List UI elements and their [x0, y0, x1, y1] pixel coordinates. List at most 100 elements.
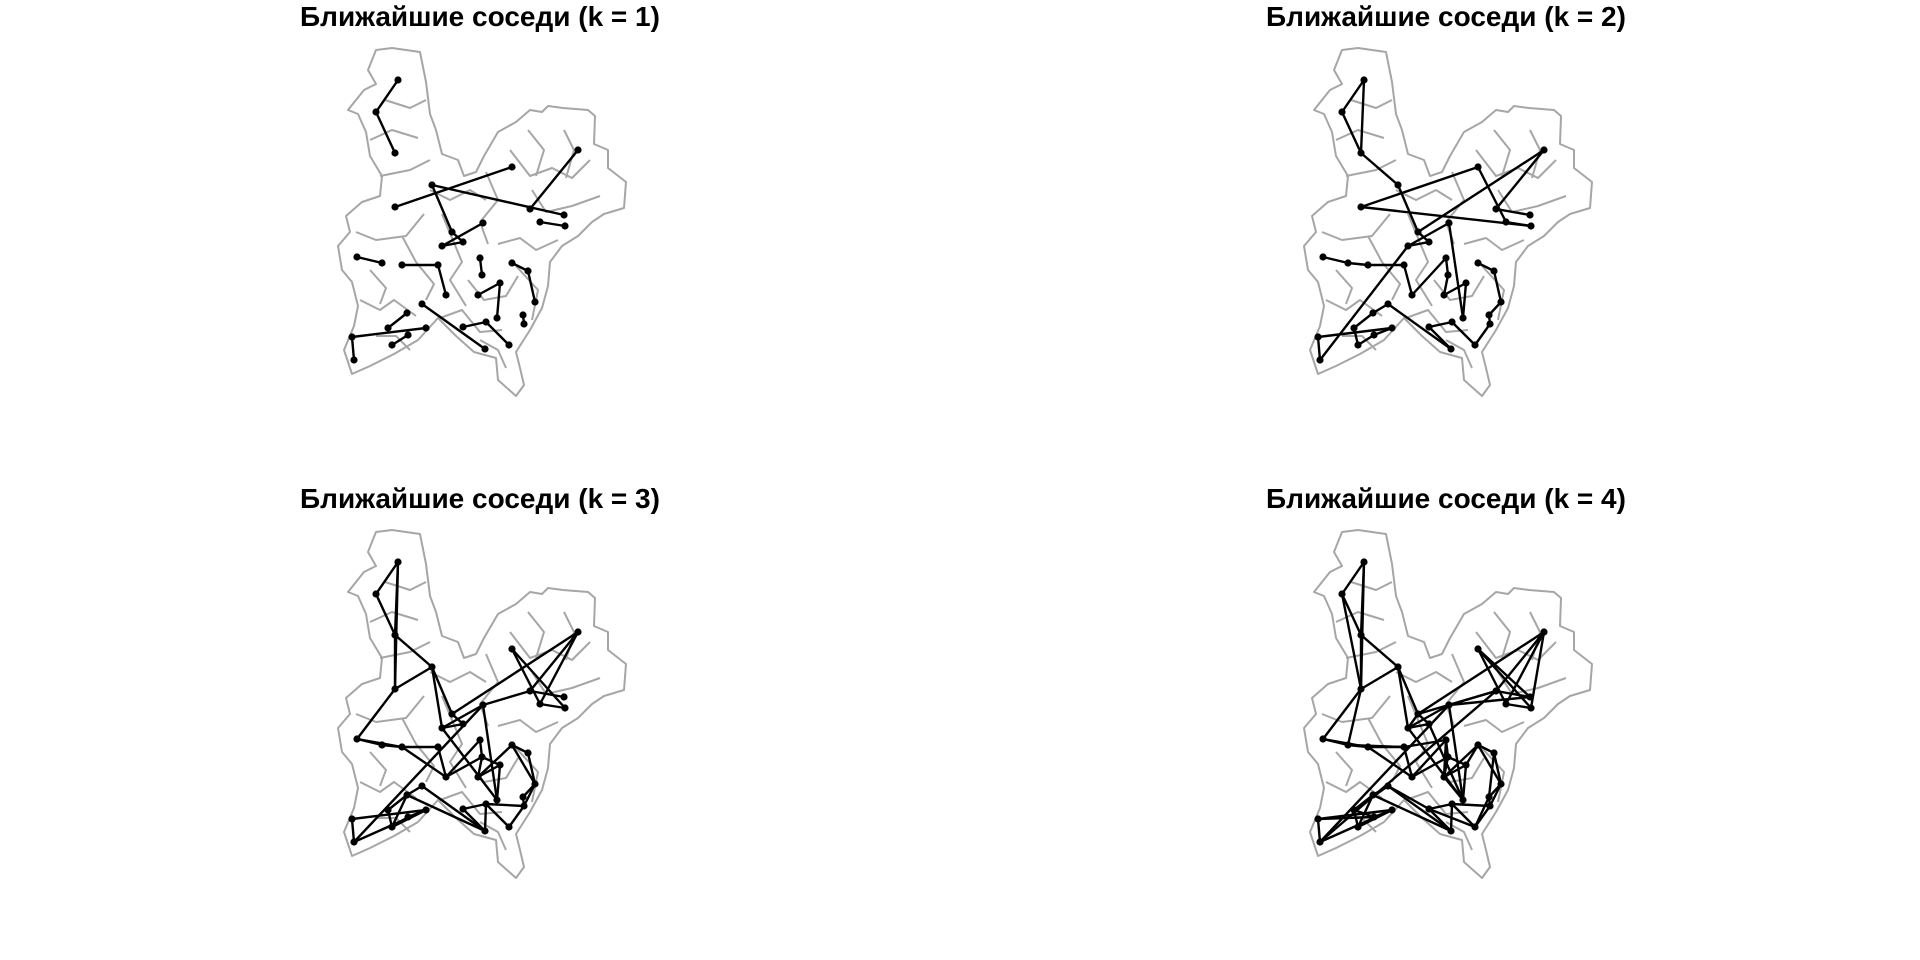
neighbor-edge — [1410, 755, 1450, 779]
neighbor-edge — [1396, 665, 1420, 716]
centroid-node — [1370, 813, 1378, 821]
neighbor-edge — [1447, 689, 1498, 707]
neighbor-edge — [386, 311, 409, 330]
region-outline — [337, 529, 627, 879]
centroid-node — [1354, 823, 1362, 831]
neighbor-map — [337, 529, 627, 879]
neighbor-edge — [1416, 630, 1546, 716]
centroid-node — [1357, 685, 1365, 693]
region-border — [355, 213, 425, 241]
neighbor-edge — [1406, 703, 1451, 730]
region-border — [1335, 129, 1385, 141]
neighbor-edge — [1402, 263, 1414, 297]
neighbor-edge — [1356, 793, 1375, 829]
neighbor-edge — [1450, 320, 1477, 347]
region-border — [527, 129, 545, 177]
neighbor-edge — [1340, 592, 1363, 691]
centroid-node — [476, 736, 484, 744]
centroid-node — [1486, 320, 1494, 328]
centroid-node — [428, 663, 436, 671]
centroid-node — [560, 211, 568, 219]
neighbor-edge — [350, 808, 428, 821]
centroid-node — [388, 341, 396, 349]
neighbor-edges — [1316, 560, 1546, 844]
region-border — [1395, 671, 1453, 683]
neighbor-edge — [528, 630, 580, 693]
centroid-node — [1400, 743, 1408, 751]
neighbor-edge — [522, 782, 537, 808]
neighbor-edge — [461, 802, 488, 811]
region-border — [1481, 747, 1505, 803]
centroid-node — [479, 701, 487, 709]
centroid-node — [1425, 805, 1433, 813]
centroid-node — [508, 259, 516, 267]
centroid-node — [1527, 704, 1535, 712]
centroid-node — [348, 333, 356, 341]
centroid-node — [353, 735, 361, 743]
centroid-node — [384, 324, 392, 332]
neighbor-edge — [1359, 151, 1400, 187]
region-border — [1445, 339, 1473, 369]
region-border — [1321, 213, 1391, 241]
neighbor-edge — [1359, 78, 1366, 155]
neighbor-edge — [374, 560, 400, 596]
centroid-node — [519, 311, 527, 319]
centroid-node — [1357, 149, 1365, 157]
centroid-node — [372, 590, 380, 598]
neighbor-map — [1303, 47, 1593, 397]
neighbor-edge — [436, 263, 448, 297]
centroid-node — [434, 743, 442, 751]
neighbor-edge — [1410, 738, 1448, 779]
centroid-node — [1462, 279, 1470, 287]
centroid-node — [1442, 736, 1450, 744]
centroid-node — [519, 793, 527, 801]
centroid-node — [1388, 324, 1396, 332]
region-border — [1321, 695, 1391, 723]
neighbor-edge — [450, 630, 580, 716]
region-centroids — [348, 558, 582, 846]
centroid-node — [1485, 311, 1493, 319]
centroid-node — [348, 815, 356, 823]
neighbor-edge — [350, 326, 428, 339]
centroid-node — [422, 806, 430, 814]
centroid-node — [1526, 693, 1534, 701]
neighbor-edge — [1494, 207, 1532, 217]
neighbor-edge — [1406, 221, 1451, 248]
neighbor-edge — [1494, 630, 1546, 693]
region-border — [1367, 235, 1401, 301]
region-border — [467, 275, 519, 301]
region-border — [531, 671, 601, 695]
centroid-node — [1502, 218, 1510, 226]
neighbor-edges — [350, 78, 580, 362]
region-border — [1529, 129, 1541, 179]
centroid-node — [434, 261, 442, 269]
neighbor-edge — [420, 302, 487, 351]
centroid-node — [526, 687, 534, 695]
centroid-node — [561, 222, 569, 230]
centroid-node — [459, 323, 467, 331]
neighbor-edge — [1359, 633, 1400, 669]
neighbor-edge — [495, 763, 502, 802]
region-border — [1367, 717, 1401, 783]
neighbor-edge — [1447, 695, 1532, 707]
centroid-node — [1400, 261, 1408, 269]
centroid-node — [418, 300, 426, 308]
centroid-node — [526, 205, 534, 213]
centroid-node — [1540, 146, 1548, 154]
region-border — [1335, 269, 1353, 305]
centroid-node — [1459, 796, 1467, 804]
neighbor-edge — [1340, 560, 1366, 596]
centroid-node — [1364, 261, 1372, 269]
centroid-node — [478, 753, 486, 761]
centroid-node — [442, 291, 450, 299]
neighbor-edge — [1396, 183, 1420, 234]
neighbor-edge — [1359, 665, 1400, 691]
centroid-node — [1338, 590, 1346, 598]
centroid-node — [1497, 780, 1505, 788]
centroid-node — [1492, 687, 1500, 695]
neighbor-edge — [510, 743, 537, 786]
region-centroids — [348, 76, 582, 364]
region-border — [515, 747, 539, 803]
centroid-node — [1459, 314, 1467, 322]
neighbor-edge — [1366, 745, 1414, 779]
